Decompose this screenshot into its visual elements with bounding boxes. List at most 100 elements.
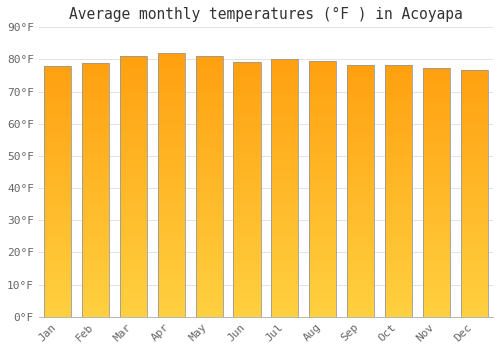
Bar (82, 88, 109, 92)
Bar (271, 304, 298, 308)
Bar (196, 174, 223, 178)
Bar (44, 166, 72, 170)
Bar (309, 189, 336, 193)
Bar (120, 178, 147, 182)
Bar (158, 264, 185, 268)
Bar (196, 234, 223, 239)
Bar (44, 287, 72, 292)
Bar (44, 162, 72, 166)
Bar (422, 238, 450, 242)
Bar (120, 147, 147, 152)
Bar (44, 313, 72, 317)
Bar (234, 291, 260, 295)
Bar (82, 92, 109, 97)
Bar (385, 145, 412, 149)
Bar (120, 104, 147, 108)
Bar (120, 286, 147, 291)
Bar (82, 224, 109, 228)
Bar (196, 221, 223, 226)
Bar (158, 216, 185, 220)
Bar (422, 126, 450, 131)
Bar (82, 262, 109, 266)
Bar (158, 106, 185, 110)
Bar (309, 61, 336, 317)
Bar (44, 195, 72, 199)
Bar (309, 70, 336, 74)
Bar (120, 169, 147, 174)
Bar (158, 207, 185, 211)
Bar (82, 181, 109, 186)
Bar (158, 303, 185, 308)
Bar (158, 268, 185, 273)
Bar (234, 279, 260, 283)
Bar (120, 74, 147, 78)
Bar (309, 99, 336, 104)
Bar (422, 209, 450, 214)
Bar (44, 233, 72, 237)
Bar (234, 126, 260, 130)
Bar (196, 308, 223, 313)
Bar (460, 255, 488, 259)
Bar (347, 132, 374, 136)
Bar (422, 275, 450, 280)
Bar (347, 300, 374, 304)
Bar (234, 91, 260, 96)
Bar (158, 75, 185, 79)
Bar (422, 205, 450, 209)
Bar (422, 151, 450, 155)
Bar (385, 107, 412, 111)
Bar (196, 117, 223, 121)
Bar (158, 172, 185, 176)
Bar (158, 97, 185, 101)
Bar (82, 177, 109, 181)
Bar (120, 295, 147, 300)
Bar (422, 234, 450, 238)
Bar (422, 93, 450, 97)
Bar (234, 283, 260, 287)
Bar (120, 191, 147, 195)
Bar (196, 160, 223, 165)
Bar (385, 275, 412, 279)
Bar (460, 115, 488, 119)
Bar (234, 185, 260, 189)
Bar (120, 65, 147, 69)
Bar (271, 167, 298, 171)
Bar (82, 296, 109, 300)
Bar (385, 69, 412, 73)
Bar (234, 308, 260, 313)
Bar (422, 106, 450, 110)
Bar (234, 215, 260, 219)
Bar (309, 193, 336, 197)
Bar (234, 270, 260, 274)
Bar (82, 186, 109, 190)
Bar (234, 236, 260, 240)
Bar (196, 278, 223, 282)
Bar (385, 65, 412, 69)
Bar (44, 91, 72, 95)
Bar (460, 210, 488, 214)
Bar (158, 150, 185, 154)
Bar (271, 261, 298, 265)
Bar (196, 169, 223, 174)
Bar (460, 148, 488, 152)
Bar (82, 71, 109, 75)
Bar (44, 254, 72, 258)
Bar (158, 299, 185, 303)
Bar (271, 226, 298, 231)
Bar (271, 106, 298, 111)
Bar (234, 202, 260, 206)
Bar (309, 138, 336, 142)
Bar (385, 254, 412, 258)
Bar (385, 237, 412, 241)
Bar (309, 266, 336, 270)
Bar (44, 229, 72, 233)
Bar (347, 103, 374, 107)
Bar (234, 287, 260, 291)
Bar (460, 206, 488, 210)
Bar (460, 193, 488, 197)
Bar (271, 119, 298, 124)
Bar (460, 123, 488, 127)
Bar (158, 93, 185, 97)
Bar (82, 105, 109, 109)
Bar (196, 126, 223, 130)
